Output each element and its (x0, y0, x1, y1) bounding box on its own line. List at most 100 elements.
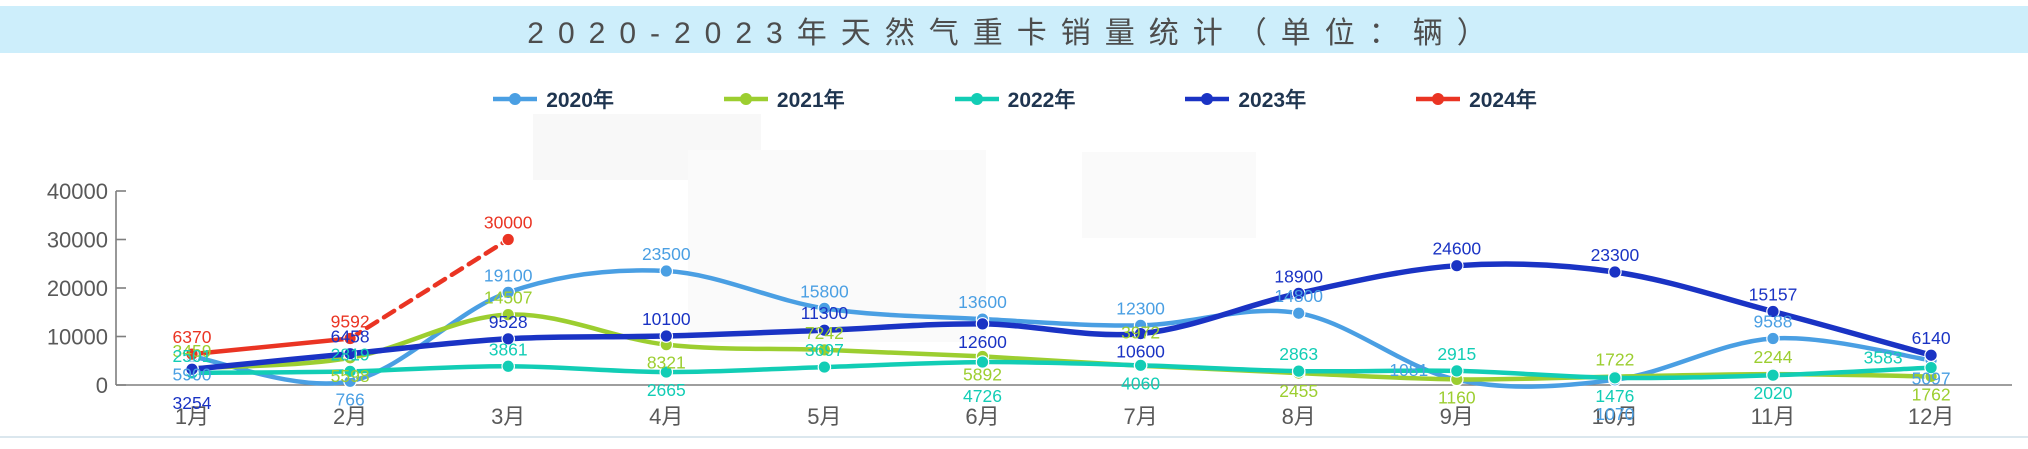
x-tick-label: 7月 (1123, 404, 1157, 429)
data-label-2021年-1月: 3459 (173, 341, 212, 361)
data-point-2022年-6月 (975, 355, 990, 369)
data-label-2020年-12月: 5097 (1912, 368, 1951, 388)
series-line-2023年 (189, 261, 1934, 372)
chart-legend: 2020年 2021年 2022年 2023年 2024年 (0, 84, 2028, 114)
data-point-2020年-4月 (659, 264, 674, 278)
data-label-2024年-3月: 30000 (484, 213, 533, 233)
data-label-2022年-8月: 2863 (1279, 344, 1318, 364)
data-label-2023年-11月: 15157 (1749, 284, 1798, 304)
data-point-2023年-8月 (1291, 286, 1306, 301)
data-label-2020年-5月: 15800 (800, 281, 849, 301)
data-point-2023年-1月 (185, 362, 199, 377)
data-point-2023年-10月 (1608, 265, 1622, 279)
legend-marker-icon (723, 93, 768, 105)
data-label-2020年-2月: 766 (335, 389, 364, 409)
x-tick-label: 6月 (965, 404, 999, 429)
y-tick-label: 0 (96, 373, 108, 398)
data-label-2020年-6月: 13600 (958, 292, 1007, 312)
data-label-2024年-1月: 6370 (173, 327, 212, 347)
legend-label: 2023年 (1238, 89, 1307, 112)
legend-item-2023年: 2023年 (1183, 84, 1306, 114)
data-point-2023年-5月 (817, 323, 832, 337)
data-point-2022年-3月 (501, 359, 515, 374)
data-label-2023年-2月: 6458 (331, 327, 370, 347)
data-label-2021年-6月: 5892 (963, 364, 1002, 384)
data-label-2021年-4月: 8321 (647, 353, 686, 373)
data-label-2022年-11月: 2020 (1754, 383, 1793, 403)
data-label-2023年-6月: 12600 (958, 332, 1007, 352)
title-banner: 2020-2023年天然气重卡销量统计（单位：辆） (0, 6, 2028, 53)
data-point-2020年-11月 (1766, 331, 1780, 346)
series-line-2022年 (189, 359, 1934, 381)
chart-title: 2020-2023年天然气重卡销量统计（单位：辆） (527, 16, 1501, 50)
data-label-2023年-1月: 3254 (173, 393, 212, 413)
data-point-2022年-8月 (1291, 364, 1306, 378)
series-line-forecast-2024年 (347, 237, 511, 341)
data-label-2020年-10月: 1070 (1595, 404, 1634, 424)
data-label-2021年-12月: 1762 (1912, 384, 1951, 404)
x-tick-label: 3月 (491, 404, 525, 429)
data-label-2023年-8月: 18900 (1274, 266, 1323, 286)
data-label-2022年-4月: 2665 (647, 380, 686, 400)
legend-item-2022年: 2022年 (953, 84, 1075, 114)
data-label-2022年-1月: 2501 (173, 346, 212, 366)
data-label-2023年-12月: 6140 (1912, 328, 1951, 348)
data-point-2024年-1月 (185, 347, 199, 361)
legend-item-2021年: 2021年 (722, 84, 845, 114)
x-tick-label: 8月 (1282, 404, 1316, 429)
watermark-remnant (1082, 152, 1256, 238)
data-point-2023年-12月 (1924, 348, 1938, 363)
data-point-2024年-3月 (501, 232, 515, 247)
data-label-2021年-7月: 3972 (1121, 323, 1160, 343)
data-point-2024年-2月 (343, 331, 357, 346)
legend-label: 2024年 (1469, 89, 1537, 112)
data-point-2021年-3月 (501, 307, 515, 322)
data-label-2020年-1月: 5900 (173, 364, 212, 384)
data-label-2022年-2月: 2819 (331, 344, 370, 364)
data-label-2020年-4月: 23500 (642, 244, 691, 264)
data-label-2024年-2月: 9592 (331, 311, 370, 331)
legend-item-2024年: 2024年 (1414, 84, 1537, 114)
data-point-2022年-9月 (1450, 364, 1464, 378)
data-label-2022年-7月: 4060 (1121, 373, 1160, 393)
data-point-2022年-2月 (343, 364, 357, 379)
data-point-2022年-5月 (817, 360, 832, 374)
data-label-2023年-5月: 11300 (801, 303, 849, 323)
data-label-2021年-2月: 5598 (331, 366, 370, 386)
x-tick-label: 5月 (807, 404, 841, 429)
legend-marker-icon (1416, 93, 1461, 105)
legend-marker-icon (954, 93, 999, 105)
legend-label: 2020年 (546, 89, 614, 112)
data-label-2023年-9月: 24600 (1432, 239, 1481, 259)
data-label-2021年-3月: 14507 (484, 288, 533, 308)
x-tick-label: 4月 (649, 404, 683, 429)
data-label-2020年-8月: 14800 (1274, 286, 1323, 306)
data-label-2020年-3月: 19100 (484, 265, 533, 285)
data-label-2022年-12月: 3583 (1864, 348, 1903, 368)
data-label-2023年-4月: 10100 (642, 309, 691, 329)
data-label-2020年-7月: 12300 (1116, 298, 1165, 318)
data-label-2021年-8月: 2455 (1279, 381, 1318, 401)
data-label-2022年-3月: 3861 (489, 339, 528, 359)
data-point-2023年-11月 (1766, 304, 1780, 319)
data-label-2023年-7月: 10600 (1116, 342, 1165, 362)
data-label-2022年-5月: 3697 (805, 340, 844, 360)
legend-item-2020年: 2020年 (491, 84, 614, 114)
legend-marker-icon (1185, 93, 1230, 105)
data-point-2023年-4月 (659, 329, 674, 343)
data-point-2020年-8月 (1291, 306, 1306, 321)
data-point-2022年-10月 (1608, 371, 1622, 385)
data-point-2023年-6月 (975, 317, 990, 331)
y-tick-label: 30000 (47, 228, 108, 253)
data-point-2021年-5月 (817, 343, 832, 357)
data-point-2020年-5月 (817, 301, 832, 316)
x-tick-label: 1月 (175, 404, 209, 429)
bottom-divider (0, 436, 2028, 438)
x-tick-label: 2月 (333, 404, 367, 429)
data-label-2023年-10月: 23300 (1591, 245, 1640, 265)
x-tick-label: 11月 (1751, 404, 1796, 429)
data-label-2021年-10月: 1722 (1595, 350, 1634, 370)
y-tick-label: 10000 (47, 325, 108, 350)
x-tick-label: 10月 (1592, 404, 1638, 429)
